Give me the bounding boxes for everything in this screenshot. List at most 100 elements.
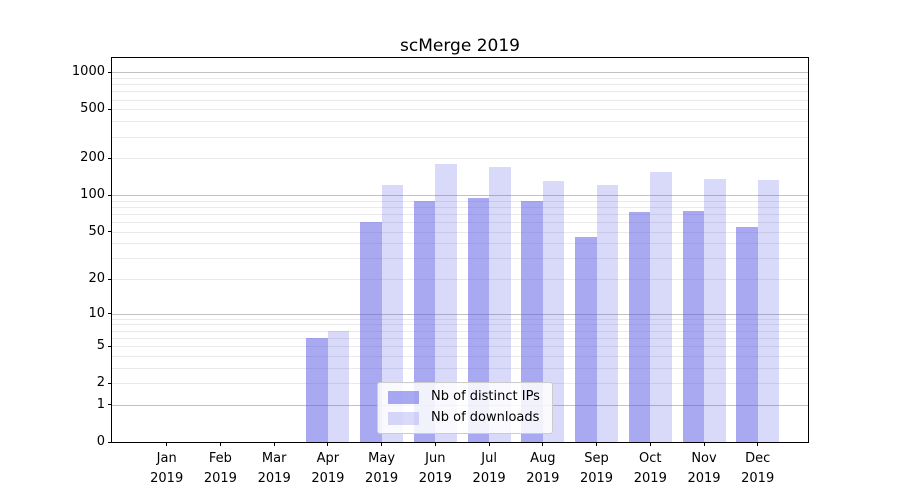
x-tick-label-year: 2019: [257, 471, 291, 486]
y-tick: [108, 71, 112, 73]
y-tick: [108, 313, 112, 315]
legend: Nb of distinct IPs Nb of downloads: [377, 382, 553, 434]
y-gridline-minor: [112, 346, 808, 348]
x-tick-label: Nov 2019: [672, 449, 736, 489]
x-tick: [488, 442, 490, 446]
y-tick-label: 1: [96, 396, 105, 412]
x-tick-label-year: 2019: [311, 471, 345, 486]
x-tick-label-year: 2019: [418, 471, 452, 486]
x-tick: [596, 442, 597, 446]
y-gridline-minor: [112, 99, 808, 101]
x-tick-label: Feb 2019: [188, 449, 252, 489]
y-gridline-minor: [112, 222, 808, 223]
x-tick-label: Dec 2019: [726, 449, 790, 489]
y-gridline-minor: [112, 213, 808, 215]
x-tick: [381, 442, 383, 446]
y-gridline-major: [112, 313, 808, 315]
x-tick: [327, 442, 329, 446]
y-tick-label: 2: [96, 375, 105, 391]
x-tick: [273, 442, 275, 446]
y-gridline-minor: [112, 243, 808, 245]
y-gridline-minor: [112, 206, 808, 208]
bar-downloads: [381, 185, 404, 442]
x-tick-label-year: 2019: [526, 471, 560, 486]
y-gridline-minor: [112, 78, 808, 79]
x-tick: [703, 442, 705, 446]
y-tick: [108, 231, 112, 233]
x-tick-label: Oct 2019: [618, 449, 682, 489]
bar-distinct-ips: [736, 226, 758, 442]
x-tick-label-month: Jan: [156, 451, 177, 466]
y-tick: [108, 157, 112, 159]
y-gridline-minor: [112, 258, 808, 260]
y-gridline-minor: [112, 231, 808, 233]
y-tick-label: 1000: [71, 64, 105, 80]
y-gridline-minor: [112, 91, 808, 93]
x-tick-label-month: Dec: [745, 451, 771, 466]
bar-downloads: [757, 179, 780, 442]
x-tick: [649, 442, 651, 446]
x-tick-label-month: Jun: [425, 451, 446, 466]
legend-label-downloads: Nb of downloads: [431, 410, 540, 425]
y-gridline-minor: [112, 355, 808, 357]
x-tick: [166, 442, 168, 446]
legend-label-distinct-ips: Nb of distinct IPs: [431, 389, 540, 404]
x-tick-label: May 2019: [350, 449, 414, 489]
x-tick-label-month: Feb: [208, 451, 232, 466]
x-tick-label: Apr 2019: [296, 449, 360, 489]
bar-downloads: [704, 179, 726, 442]
bar-downloads: [327, 330, 350, 442]
x-tick: [757, 442, 759, 446]
y-tick: [108, 345, 112, 347]
bar-distinct-ips: [306, 337, 328, 442]
y-gridline-minor: [112, 109, 808, 111]
bar-downloads: [542, 181, 565, 442]
y-tick: [108, 382, 112, 384]
y-gridline-minor: [112, 279, 808, 281]
x-tick-label-month: Sep: [584, 451, 609, 466]
bar-distinct-ips: [521, 200, 543, 442]
legend-swatch-downloads: [388, 411, 419, 425]
x-tick-label: Aug 2019: [511, 449, 575, 489]
y-tick: [108, 194, 112, 196]
y-gridline-major: [112, 72, 808, 74]
y-gridline-minor: [112, 158, 808, 160]
legend-swatch-distinct-ips: [388, 390, 419, 404]
bar-downloads: [435, 163, 457, 442]
x-tick-label: Jan 2019: [135, 449, 199, 489]
y-tick-label: 500: [80, 101, 105, 117]
bar-distinct-ips: [360, 222, 382, 442]
x-tick-label-year: 2019: [472, 471, 506, 486]
x-tick-label: Jun 2019: [403, 449, 467, 489]
plot-area: Nb of distinct IPs Nb of downloads 1000 5…: [72, 57, 809, 486]
x-tick-label-month: Jul: [481, 451, 497, 466]
x-tick-label-year: 2019: [579, 471, 614, 486]
x-tick-label-month: Aug: [530, 451, 556, 466]
x-tick-label: Sep 2019: [565, 449, 629, 489]
x-tick-label-month: May: [368, 451, 396, 466]
legend-entry-downloads: Nb of downloads: [388, 410, 540, 426]
y-gridline-minor: [112, 330, 808, 332]
bar-distinct-ips: [682, 211, 704, 442]
x-tick-label-year: 2019: [365, 471, 399, 486]
x-tick-label: Mar 2019: [242, 449, 306, 489]
chart-title: scMerge 2019: [400, 36, 520, 56]
bar-distinct-ips: [413, 200, 436, 442]
legend-entry-distinct-ips: Nb of distinct IPs: [388, 389, 540, 405]
y-gridline-minor: [112, 337, 808, 339]
y-tick-label: 100: [80, 187, 105, 203]
x-tick: [542, 442, 544, 446]
y-tick: [108, 404, 112, 406]
y-tick-label: 5: [96, 338, 105, 354]
bar-downloads: [489, 166, 511, 442]
y-tick-label: 0: [96, 434, 105, 449]
x-tick-label-year: 2019: [150, 471, 184, 486]
x-tick-label-month: Mar: [261, 451, 287, 466]
y-tick: [108, 278, 112, 280]
x-tick-label-month: Oct: [639, 451, 662, 466]
y-tick-label: 20: [88, 271, 105, 287]
y-tick-label: 50: [88, 223, 105, 239]
y-gridline-minor: [112, 136, 808, 138]
x-tick: [219, 442, 221, 446]
